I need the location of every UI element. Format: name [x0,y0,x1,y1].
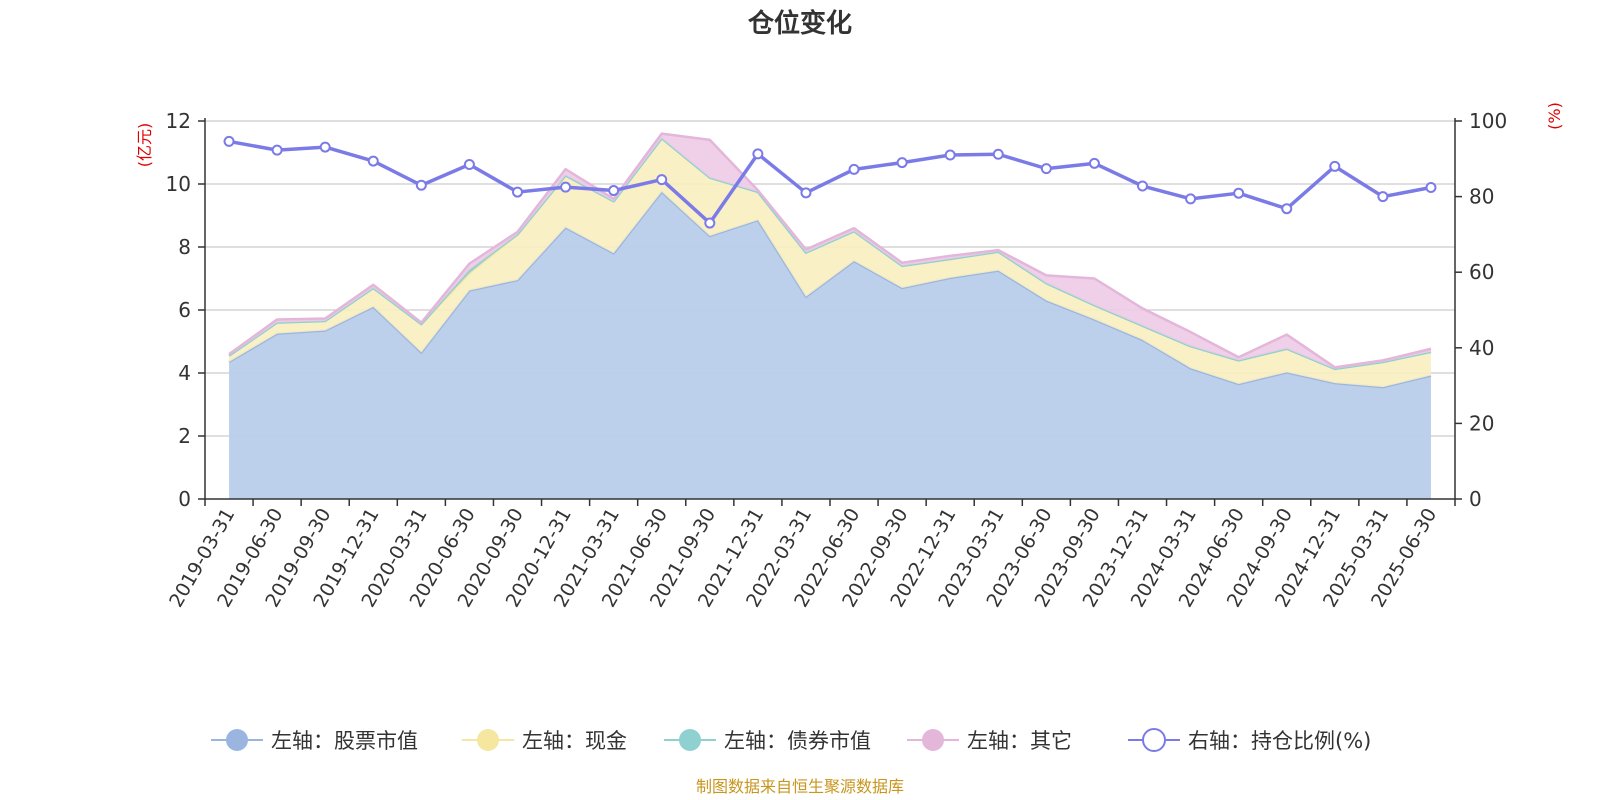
right-axis-tick-label: 0 [1469,487,1482,511]
right-axis-tick-label: 80 [1469,185,1494,209]
legend-ratio-marker [1142,728,1166,752]
holding-ratio-point [752,148,764,160]
legend: 左轴：股票市值 左轴：现金 左轴：债券市值 左轴：其它 右轴：持仓比例(%) [211,728,1371,753]
holding-ratio-point [1329,160,1341,172]
right-axis-tick-label: 40 [1469,336,1494,360]
right-axis-unit: (%) [1545,102,1564,130]
holding-ratio-point [560,181,572,193]
holding-ratio-point [1377,191,1389,203]
holding-ratio-line [228,139,1432,225]
holding-ratio-point [800,187,812,199]
holding-ratio-point [1088,157,1100,169]
data-source-note: 制图数据来自恒生聚源数据库 [696,777,904,796]
left-axis-tick-label: 6 [178,298,191,322]
left-axis-tick-label: 0 [178,487,191,511]
legend-stock-label: 左轴：股票市值 [271,729,418,753]
left-axis-tick-label: 4 [178,361,191,385]
holding-ratio-point [896,157,908,169]
legend-stock-marker [226,729,248,751]
holding-ratio-point [319,141,331,153]
holding-ratio-point [1281,203,1293,215]
legend-bond-label: 左轴：债券市值 [724,729,871,753]
cash-area [229,138,1431,388]
legend-other-label: 左轴：其它 [967,729,1072,753]
other-area [229,133,1431,369]
legend-cash-marker [477,729,499,751]
holding-ratio-point [271,144,283,156]
holding-ratio-point [463,158,475,170]
other-edge [228,132,1432,369]
ratio-line-layer [223,135,1437,229]
holding-ratio-point [1185,193,1197,205]
legend-cash-label: 左轴：现金 [522,729,627,753]
right-axis-tick-label: 100 [1469,109,1507,133]
legend-bond-marker [679,729,701,751]
holding-ratio-point [1040,163,1052,175]
right-axis-tick-label: 60 [1469,260,1494,284]
holding-ratio-point [1137,180,1148,192]
holding-ratio-point [415,179,427,191]
left-axis-tick-label: 10 [166,172,191,196]
left-axis-tick-label: 12 [166,109,191,133]
holding-ratio-point [848,163,860,175]
chart-title: 仓位变化 [747,8,852,39]
holding-ratio-point [656,174,668,186]
left-axis-tick-label: 8 [178,235,191,259]
holding-ratio-point [992,148,1004,160]
holding-ratio-point [1233,187,1245,199]
legend-other-marker [922,729,944,751]
holding-ratio-point [608,185,620,197]
holding-ratio-point [1425,182,1437,194]
holding-ratio-point [223,135,235,147]
holding-ratio-point [704,217,716,229]
legend-ratio-label: 右轴：持仓比例(%) [1188,729,1371,753]
left-axis-tick-label: 2 [178,424,191,448]
holding-ratio-point [512,186,523,198]
holding-ratio-point [944,149,956,161]
holding-ratio-point [367,155,379,167]
stacked-areas [228,132,1432,499]
left-axis-unit: (亿元) [135,123,154,168]
right-axis-tick-label: 20 [1469,411,1494,435]
